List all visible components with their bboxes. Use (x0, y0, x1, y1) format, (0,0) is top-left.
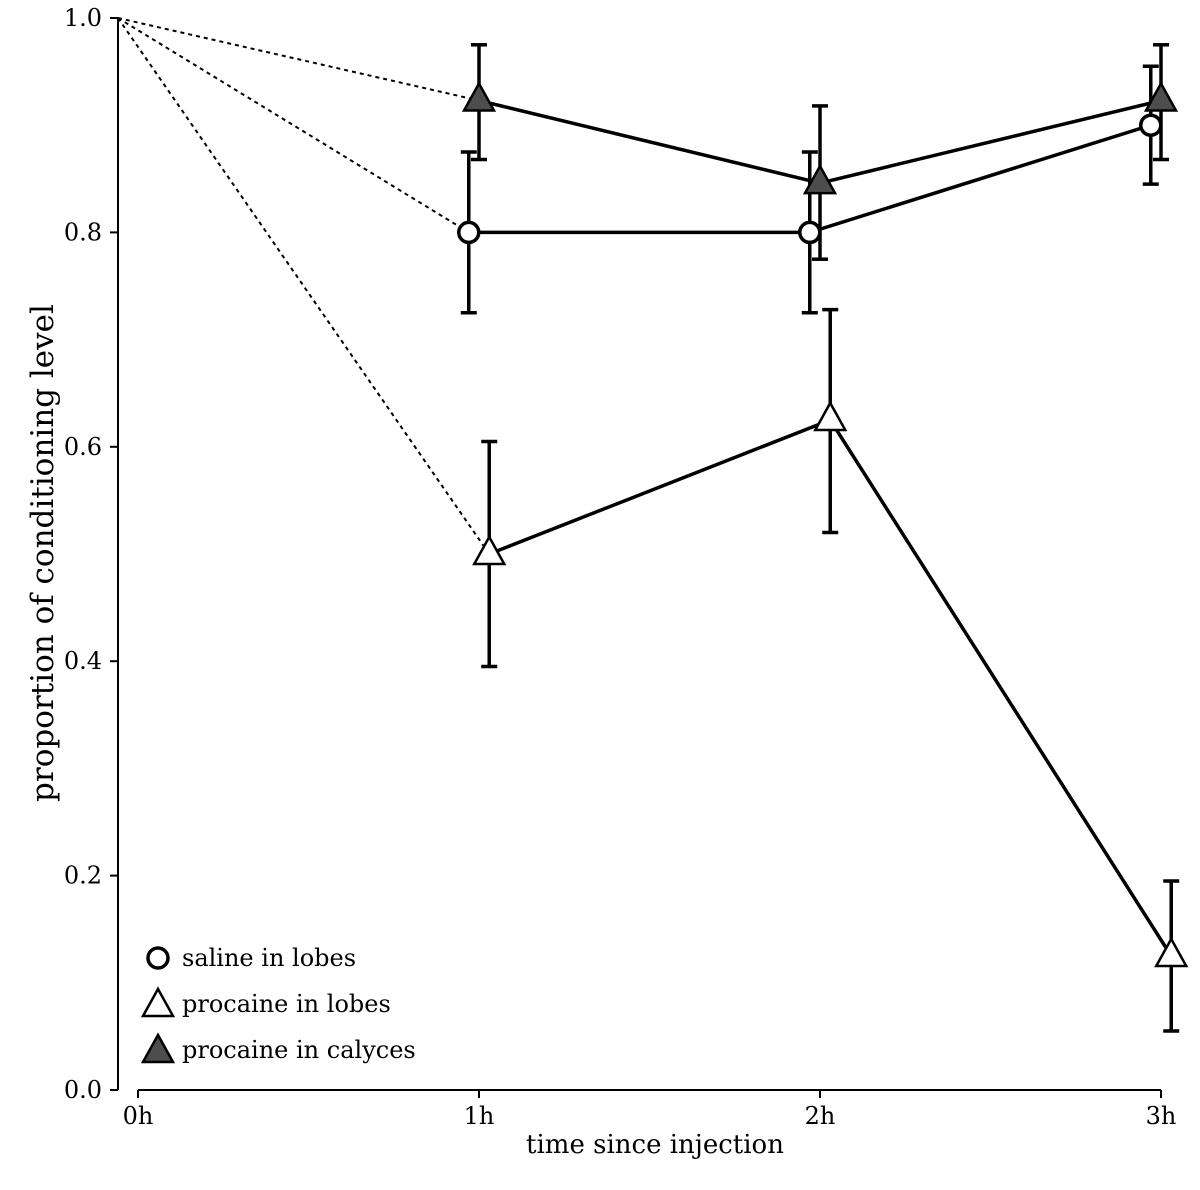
x-tick-label: 3h (1146, 1102, 1177, 1130)
data-point-saline-in-lobes (1139, 113, 1163, 137)
x-tick-label: 1h (464, 1102, 495, 1130)
x-tick-group: 0h 1h 2h 3h (123, 1090, 1177, 1130)
data-point-saline-in-lobes (457, 220, 481, 245)
y-tick-label: 0.0 (64, 1076, 102, 1104)
dotted-line-procaine-in-lobes (117, 17, 491, 555)
data-point-procaine-in-lobes (1154, 936, 1189, 968)
y-tick-group: 0.0 0.2 0.4 0.6 0.8 1.0 (64, 4, 118, 1104)
dotted-line-procaine-in-calyces (117, 17, 480, 102)
x-tick-label: 0h (123, 1102, 154, 1130)
legend-item: procaine in lobes (140, 986, 391, 1018)
legend: saline in lobes procaine in lobes procaine… (140, 944, 416, 1064)
legend-item: saline in lobes (146, 944, 356, 972)
dotted-line-saline-in-lobes (117, 17, 470, 234)
data-point-procaine-in-calyces (461, 80, 497, 112)
data-point-saline-in-lobes (798, 220, 822, 245)
data-point-procaine-in-lobes (813, 400, 848, 432)
legend-item: procaine in calyces (140, 1032, 416, 1064)
y-axis-title: proportion of conditioning level (25, 304, 61, 802)
legend-swatch (140, 1032, 176, 1064)
data-markers (457, 80, 1189, 968)
dotted-start-lines (117, 17, 491, 555)
y-tick-label: 0.4 (64, 647, 102, 675)
legend-label: procaine in lobes (182, 990, 391, 1018)
legend-swatch (146, 946, 170, 970)
data-point-procaine-in-calyces (802, 163, 838, 195)
x-axis-title: time since injection (526, 1130, 784, 1160)
data-point-procaine-in-lobes (472, 534, 507, 566)
data-point-procaine-in-calyces (1143, 80, 1179, 112)
y-tick-label: 0.6 (64, 433, 102, 461)
legend-swatch (140, 986, 176, 1018)
y-axis: 0.0 0.2 0.4 0.6 0.8 1.0 (64, 4, 119, 1104)
x-tick-label: 2h (805, 1102, 836, 1130)
legend-label: saline in lobes (182, 944, 356, 972)
legend-label: procaine in calyces (182, 1036, 416, 1064)
y-tick-label: 0.8 (64, 218, 102, 246)
y-tick-label: 1.0 (64, 4, 102, 32)
y-tick-label: 0.2 (64, 862, 102, 890)
x-axis: 0h 1h 2h 3h (123, 1089, 1177, 1130)
